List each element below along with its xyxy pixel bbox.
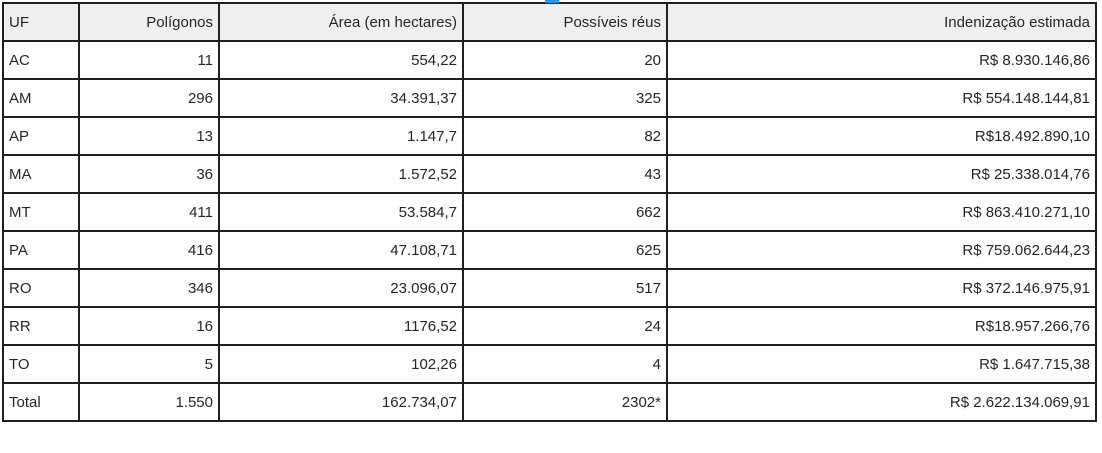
- cell-area: 554,22: [218, 40, 464, 80]
- column-header-indenizacao: Indenização estimada: [666, 2, 1097, 42]
- cell-uf: TO: [2, 344, 80, 384]
- cell-uf: MT: [2, 192, 80, 232]
- cell-reus: 82: [462, 116, 668, 156]
- table-row: MT 411 53.584,7 662 R$ 863.410.271,10: [2, 192, 1097, 232]
- cell-uf: PA: [2, 230, 80, 270]
- cell-area: 1176,52: [218, 306, 464, 346]
- cell-uf: RO: [2, 268, 80, 308]
- cell-indenizacao: R$ 8.930.146,86: [666, 40, 1097, 80]
- cell-indenizacao: R$ 25.338.014,76: [666, 154, 1097, 194]
- cell-area: 1.147,7: [218, 116, 464, 156]
- cell-uf: AM: [2, 78, 80, 118]
- cell-poligonos: 16: [78, 306, 220, 346]
- table-row: PA 416 47.108,71 625 R$ 759.062.644,23: [2, 230, 1097, 270]
- cell-reus: 43: [462, 154, 668, 194]
- cell-poligonos: 5: [78, 344, 220, 384]
- cell-reus: 517: [462, 268, 668, 308]
- cell-poligonos: 411: [78, 192, 220, 232]
- cell-reus: 325: [462, 78, 668, 118]
- cell-reus: 20: [462, 40, 668, 80]
- cell-area: 47.108,71: [218, 230, 464, 270]
- cell-poligonos: 13: [78, 116, 220, 156]
- cell-uf: RR: [2, 306, 80, 346]
- cell-poligonos: 36: [78, 154, 220, 194]
- cell-uf: MA: [2, 154, 80, 194]
- cell-indenizacao: R$ 759.062.644,23: [666, 230, 1097, 270]
- column-header-reus: Possíveis réus: [462, 2, 668, 42]
- hyperlink-underline-artifact: [545, 0, 559, 3]
- table-row: MA 36 1.572,52 43 R$ 25.338.014,76: [2, 154, 1097, 194]
- cell-indenizacao: R$ 2.622.134.069,91: [666, 382, 1097, 422]
- table-header: UF Polígonos Área (em hectares) Possívei…: [2, 2, 1097, 42]
- column-header-uf: UF: [2, 2, 80, 42]
- table-row: RO 346 23.096,07 517 R$ 372.146.975,91: [2, 268, 1097, 308]
- cell-area: 102,26: [218, 344, 464, 384]
- cell-indenizacao: R$ 863.410.271,10: [666, 192, 1097, 232]
- cell-uf: Total: [2, 382, 80, 422]
- cell-uf: AP: [2, 116, 80, 156]
- cell-reus: 24: [462, 306, 668, 346]
- cell-indenizacao: R$18.492.890,10: [666, 116, 1097, 156]
- table-row: AM 296 34.391,37 325 R$ 554.148.144,81: [2, 78, 1097, 118]
- cell-reus: 625: [462, 230, 668, 270]
- cell-reus: 4: [462, 344, 668, 384]
- states-compensation-table: UF Polígonos Área (em hectares) Possívei…: [2, 2, 1097, 422]
- cell-area: 23.096,07: [218, 268, 464, 308]
- cell-area: 162.734,07: [218, 382, 464, 422]
- cell-indenizacao: R$ 554.148.144,81: [666, 78, 1097, 118]
- cell-poligonos: 11: [78, 40, 220, 80]
- cell-indenizacao: R$ 372.146.975,91: [666, 268, 1097, 308]
- header-row: UF Polígonos Área (em hectares) Possívei…: [2, 2, 1097, 42]
- column-header-area: Área (em hectares): [218, 2, 464, 42]
- table-row: TO 5 102,26 4 R$ 1.647.715,38: [2, 344, 1097, 384]
- column-header-poligonos: Polígonos: [78, 2, 220, 42]
- table-row: RR 16 1176,52 24 R$18.957.266,76: [2, 306, 1097, 346]
- cell-poligonos: 296: [78, 78, 220, 118]
- cell-area: 34.391,37: [218, 78, 464, 118]
- cell-area: 1.572,52: [218, 154, 464, 194]
- cell-reus: 662: [462, 192, 668, 232]
- cell-indenizacao: R$ 1.647.715,38: [666, 344, 1097, 384]
- table-body: AC 11 554,22 20 R$ 8.930.146,86 AM 296 3…: [2, 40, 1097, 422]
- cell-area: 53.584,7: [218, 192, 464, 232]
- table-row-total: Total 1.550 162.734,07 2302* R$ 2.622.13…: [2, 382, 1097, 422]
- cell-reus: 2302*: [462, 382, 668, 422]
- cell-poligonos: 416: [78, 230, 220, 270]
- cell-uf: AC: [2, 40, 80, 80]
- table-row: AP 13 1.147,7 82 R$18.492.890,10: [2, 116, 1097, 156]
- cell-poligonos: 1.550: [78, 382, 220, 422]
- cell-poligonos: 346: [78, 268, 220, 308]
- cell-indenizacao: R$18.957.266,76: [666, 306, 1097, 346]
- table-row: AC 11 554,22 20 R$ 8.930.146,86: [2, 40, 1097, 80]
